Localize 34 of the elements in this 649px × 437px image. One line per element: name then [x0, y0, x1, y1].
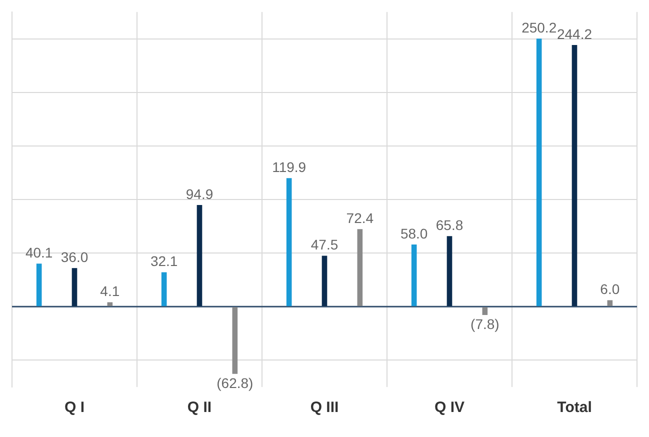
data-label: (62.8) [216, 374, 254, 391]
data-label: 94.9 [186, 186, 214, 202]
data-label: 4.1 [100, 283, 120, 300]
data-label: 119.9 [272, 159, 306, 176]
bar [536, 38, 542, 306]
bar [482, 307, 488, 315]
x-tick-label: Q III [310, 399, 339, 416]
x-tick-label: Total [557, 399, 592, 416]
x-tick-label: Q II [187, 399, 212, 416]
bar [161, 272, 167, 306]
bar [322, 256, 328, 306]
data-label: 58.0 [400, 225, 428, 242]
x-tick-label: Q I [64, 399, 85, 416]
data-label: 250.2 [522, 19, 557, 36]
data-label: 65.8 [436, 217, 464, 233]
x-tick-label: Q IV [434, 399, 465, 416]
data-label: 40.1 [25, 244, 53, 261]
bar [196, 204, 202, 306]
bar [232, 307, 238, 374]
data-label: 244.2 [556, 26, 592, 42]
data-label: (7.8) [470, 316, 500, 332]
bar [411, 244, 417, 306]
bar [607, 300, 613, 306]
bar [572, 45, 578, 306]
bar [286, 178, 292, 306]
data-label: 36.0 [60, 248, 88, 265]
data-label: 47.5 [310, 236, 338, 253]
data-label: 32.1 [150, 253, 178, 270]
bar [72, 268, 78, 306]
data-label: 72.4 [346, 210, 374, 226]
data-label: 6.0 [600, 281, 620, 298]
bar [36, 264, 42, 306]
bar [357, 229, 363, 306]
bar [446, 236, 452, 306]
